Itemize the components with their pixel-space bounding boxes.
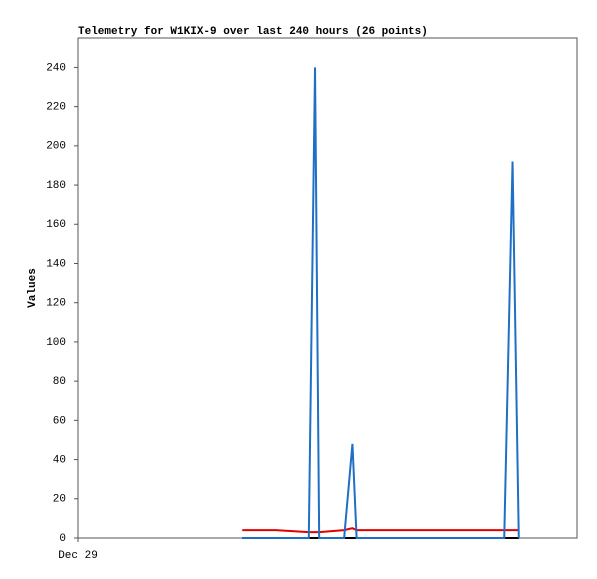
x-tick-label: Dec 29	[58, 550, 98, 562]
y-tick-label: 60	[53, 415, 66, 427]
y-tick-label: 80	[53, 376, 66, 388]
y-tick-label: 20	[53, 494, 66, 506]
series-line	[242, 527, 519, 534]
y-tick-label: 140	[46, 258, 66, 270]
y-tick-label: 0	[59, 533, 66, 545]
chart-title: Telemetry for W1KIX-9 over last 240 hour…	[78, 26, 428, 38]
y-tick-label: 180	[46, 180, 66, 192]
y-tick-label: 200	[46, 141, 66, 153]
series-line	[242, 67, 520, 539]
y-tick-label: 240	[46, 62, 66, 74]
y-tick-label: 40	[53, 454, 66, 466]
y-axis-label: Values	[27, 268, 39, 308]
y-tick-label: 120	[46, 298, 66, 310]
y-tick-label: 220	[46, 102, 66, 114]
plot-frame	[77, 37, 578, 539]
y-tick-label: 160	[46, 219, 66, 231]
y-tick-label: 100	[46, 337, 66, 349]
